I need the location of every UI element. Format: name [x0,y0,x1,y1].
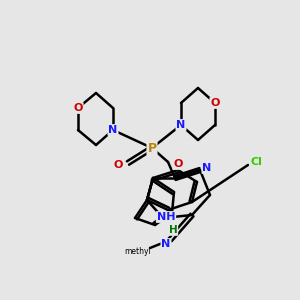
Text: P: P [147,142,157,154]
Text: N: N [161,239,171,249]
Text: H: H [169,225,177,235]
Text: O: O [173,159,183,169]
Text: N: N [202,163,211,173]
Text: O: O [113,160,123,170]
Text: methyl: methyl [124,247,152,256]
Text: N: N [176,120,186,130]
Text: O: O [73,103,83,113]
Text: NH: NH [157,212,175,222]
Text: O: O [210,98,220,108]
Text: Cl: Cl [250,157,262,167]
Text: N: N [108,125,118,135]
